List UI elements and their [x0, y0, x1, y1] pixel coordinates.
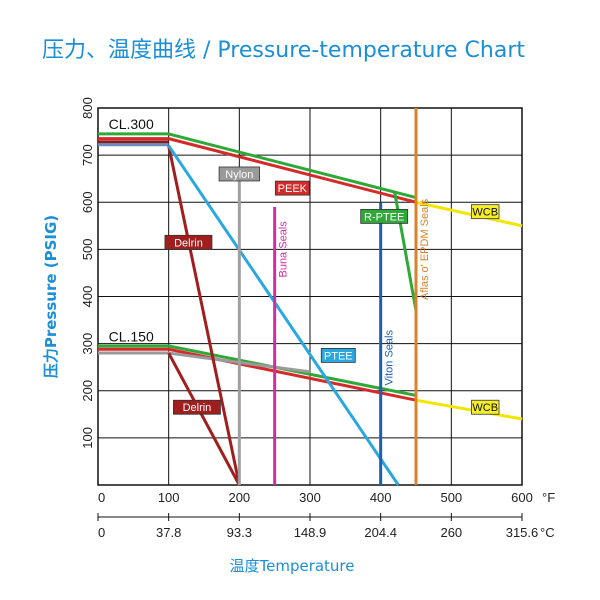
x-axis-label: 温度Temperature — [229, 557, 354, 575]
series-line-cl-300-red — [98, 137, 417, 204]
x-tick-label-f: 500 — [440, 490, 462, 505]
y-axis-label: 压力Pressure (PSIG) — [42, 215, 60, 378]
label-box-text: PEEK — [278, 183, 308, 195]
chart-title: 压力、温度曲线 / Pressure-temperature Chart — [42, 38, 526, 63]
x-tick-label-c: 93.3 — [227, 525, 252, 540]
label-box — [218, 166, 260, 182]
label-box — [360, 208, 409, 224]
class-label: CL.300 — [109, 116, 154, 132]
label-box — [173, 399, 221, 415]
x-tick-label-c: 0 — [98, 525, 105, 540]
y-tick-label: 700 — [80, 144, 95, 166]
label-box — [320, 348, 356, 363]
label-box-text: Delrin — [174, 237, 203, 249]
y-tick-label: 100 — [80, 427, 95, 449]
y-tick-label: 800 — [80, 97, 95, 119]
label-box-text: WCB — [472, 207, 498, 219]
series-line-delrin-300 — [167, 145, 241, 486]
x-unit-c: °C — [540, 525, 555, 540]
series-line-cl-150-red — [98, 347, 417, 402]
series-line-ptee — [167, 144, 400, 486]
label-box-text: PTEE — [324, 350, 353, 362]
x-tick-label-c: 260 — [440, 525, 462, 540]
y-tick-label: 300 — [80, 333, 95, 355]
y-tick-label: 500 — [80, 239, 95, 261]
vertical-seal-label: Buna Seals — [278, 221, 290, 278]
series-line-wcb-300 — [415, 200, 523, 228]
label-box-text: Delrin — [183, 402, 212, 414]
x-tick-label-c: 37.8 — [156, 525, 181, 540]
x-tick-label-f: 400 — [370, 490, 392, 505]
x-tick-label-c: 204.4 — [364, 525, 397, 540]
x-tick-label-f: 300 — [299, 490, 321, 505]
vertical-seal-label: Viton Seals — [384, 330, 396, 386]
x-tick-label-f: 200 — [228, 490, 250, 505]
series-line-delrin-150 — [167, 352, 241, 486]
label-box-text: R-PTEE — [364, 211, 404, 223]
x-tick-label-f: 0 — [98, 490, 105, 505]
x-tick-label-c: 148.9 — [294, 525, 327, 540]
class-label: CL.150 — [109, 328, 154, 344]
series-line-cl-300-green — [98, 132, 417, 199]
label-box-text: WCB — [472, 402, 498, 414]
label-box — [164, 234, 213, 250]
x-unit-f: °F — [542, 490, 555, 505]
y-tick-label: 600 — [80, 191, 95, 213]
label-box — [471, 204, 500, 220]
series-line-cl-150-green — [98, 344, 417, 397]
series-line-wcb-150 — [415, 398, 523, 421]
x-tick-label-c: 315.6 — [506, 525, 539, 540]
x-tick-label-f: 600 — [511, 490, 533, 505]
label-box-text: Nylon — [225, 169, 253, 181]
y-tick-label: 200 — [80, 380, 95, 402]
x-tick-label-f: 100 — [158, 490, 180, 505]
y-tick-label: 400 — [80, 286, 95, 308]
label-box — [471, 399, 500, 415]
vertical-seal-label: Aflas o' EPDM Seals — [419, 198, 431, 300]
label-box — [274, 180, 310, 196]
